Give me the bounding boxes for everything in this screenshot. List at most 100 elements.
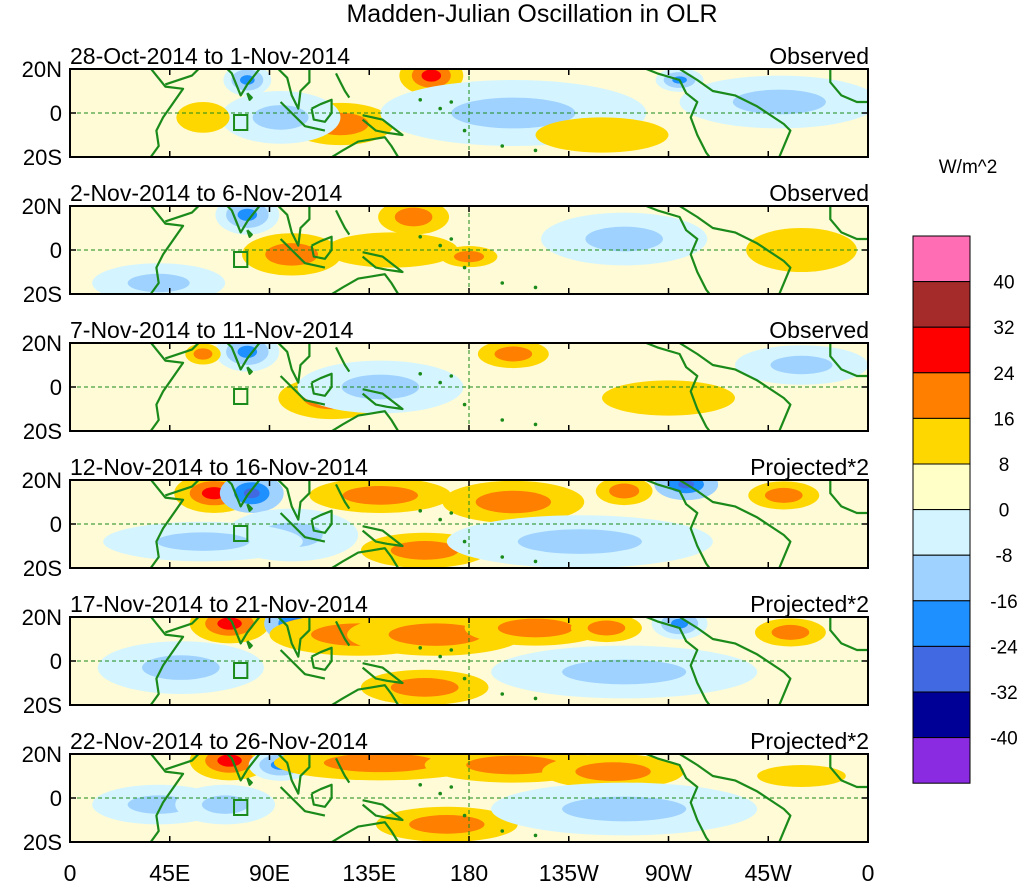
arabia-coast [164, 480, 201, 497]
india-coast [225, 754, 261, 782]
americas-west-coast [643, 69, 711, 157]
panel-date-range: 28-Oct-2014 to 1-Nov-2014 [70, 43, 350, 69]
island-dot [533, 559, 538, 564]
west-africa-coast [829, 69, 868, 104]
anomaly-contour [323, 754, 437, 773]
sri-lanka-coast [246, 366, 253, 375]
colorbar-swatch [912, 509, 971, 556]
anomaly-contour [217, 617, 242, 630]
colorbar-swatch [912, 645, 971, 693]
panel-date-range: 12-Nov-2014 to 16-Nov-2014 [70, 454, 368, 480]
colorbar: 40 32 24 16 8 0 -8 -16 -24 -32 -40 W/m^2 [912, 157, 1018, 784]
lat-tick-label: 20S [23, 830, 62, 855]
island-dot [418, 235, 423, 239]
arabia-coast [164, 206, 201, 223]
panel-date-range: 22-Nov-2014 to 26-Nov-2014 [70, 728, 368, 754]
australia-coast [329, 136, 400, 157]
island-dot [500, 692, 505, 696]
island-dot [533, 696, 538, 701]
units-label: W/m^2 [939, 157, 998, 178]
panel-type: Projected*2 [750, 728, 869, 754]
philippines-coast [335, 620, 351, 647]
coastlines [70, 480, 868, 568]
americas-west-coast [643, 754, 711, 842]
americas-east-coast [676, 617, 792, 705]
new-guinea-coast [361, 525, 404, 548]
panel-type: Observed [769, 180, 869, 206]
anomaly-contour [466, 755, 561, 775]
anomaly-contour [201, 487, 227, 500]
americas-east-coast [676, 343, 792, 431]
colorbar-label: -16 [990, 592, 1017, 613]
lon-tick-label: 90W [645, 860, 693, 886]
arabia-coast [164, 754, 201, 771]
colorbar-swatch [912, 235, 971, 283]
anomaly-contour [127, 795, 190, 814]
lat-tick-label: 20N [22, 194, 62, 219]
australia-coast [329, 821, 400, 842]
colorbar-label: -32 [990, 683, 1017, 704]
anomaly-contour [535, 117, 669, 153]
arabia-coast [164, 617, 201, 634]
anomaly-contour [771, 624, 810, 640]
lon-tick-label: 135W [539, 860, 599, 886]
lon-tick-label: 180 [450, 860, 488, 886]
island-dot [500, 829, 505, 833]
new-guinea-coast [361, 662, 404, 685]
philippines-coast [335, 209, 351, 236]
lon-tick-label: 90E [249, 860, 290, 886]
island-dot [462, 813, 467, 818]
colorbar-swatch [912, 417, 971, 465]
anomaly-contour [388, 623, 483, 646]
panel-4: 20N 0 20S 12-Nov-2014 to 16-Nov-2014 Project… [22, 454, 869, 581]
reference-box [233, 662, 249, 679]
colorbar-swatch [912, 326, 971, 374]
panel-type: Projected*2 [750, 454, 869, 480]
anomaly-contour [562, 659, 687, 685]
sumatra-java-coast [279, 101, 326, 132]
panel-date-range: 2-Nov-2014 to 6-Nov-2014 [70, 180, 343, 206]
island-dot [438, 791, 442, 796]
island-dot [533, 833, 538, 838]
india-coast [225, 343, 261, 371]
anomaly-contour [156, 532, 250, 551]
longitude-axis: 0 45E 90E 135E 180 135W 90W 45W 0 [64, 860, 875, 886]
sri-lanka-coast [246, 640, 253, 649]
anomaly-contour [757, 765, 846, 787]
anomaly-contour [517, 529, 642, 554]
australia-coast [329, 410, 400, 431]
reference-box [233, 388, 249, 405]
americas-east-coast [676, 206, 792, 294]
anomaly-field [185, 343, 868, 420]
island-dot [533, 285, 538, 290]
lat-tick-label: 20N [22, 468, 62, 493]
island-dot [438, 517, 442, 522]
arabia-coast [164, 69, 201, 86]
sri-lanka-coast [246, 503, 253, 512]
africa-coast [70, 480, 185, 568]
anomaly-contour [764, 487, 803, 503]
anomaly-contour [587, 620, 626, 636]
island-dot [462, 676, 467, 681]
colorbar-label: -8 [996, 546, 1013, 567]
colorbar-swatch [912, 600, 971, 647]
americas-east-coast [676, 480, 792, 568]
lat-tick-label: 0 [50, 238, 62, 263]
colorbar-label: -24 [990, 637, 1018, 658]
island-dot [418, 646, 423, 650]
lat-tick-label: 0 [50, 649, 62, 674]
colorbar-label: 16 [993, 409, 1014, 430]
india-coast [225, 69, 261, 97]
island-dot [418, 372, 423, 376]
anomaly-contour [193, 348, 213, 360]
panel-date-range: 7-Nov-2014 to 11-Nov-2014 [70, 317, 354, 343]
island-dot [438, 380, 442, 385]
panels-group: 20N 0 20S 28-Oct-2014 to 1-Nov-2014 Observed… [22, 43, 869, 855]
new-guinea-coast [361, 388, 404, 411]
west-africa-coast [829, 617, 868, 652]
anomaly-contour [265, 243, 319, 266]
lat-tick-label: 20N [22, 331, 62, 356]
reference-box [233, 799, 249, 816]
island-dot [449, 374, 454, 378]
